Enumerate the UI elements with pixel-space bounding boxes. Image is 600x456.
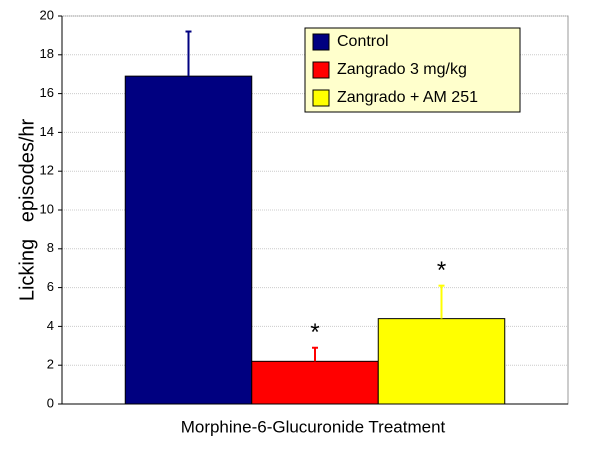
y-tick-label: 16 xyxy=(40,85,54,100)
legend-swatch xyxy=(312,33,330,51)
y-tick-label: 10 xyxy=(40,201,54,216)
legend-box xyxy=(304,27,521,113)
x-axis-label: Morphine-6-Glucuronide Treatment xyxy=(181,417,446,436)
y-tick-label: 14 xyxy=(40,124,54,139)
bar xyxy=(124,75,253,405)
bar xyxy=(251,360,379,405)
y-axis-label: Licking episodes/hr xyxy=(16,119,38,302)
y-tick-label: 20 xyxy=(40,7,54,22)
legend-label: Zangrado 3 mg/kg xyxy=(337,61,467,78)
y-tick-label: 0 xyxy=(47,395,54,410)
bar xyxy=(377,318,506,405)
legend-label: Control xyxy=(337,33,389,50)
legend-label: Zangrado + AM 251 xyxy=(337,89,478,106)
annotation: * xyxy=(437,257,446,284)
legend-swatch xyxy=(312,89,330,107)
y-tick-label: 18 xyxy=(40,46,54,61)
y-tick-label: 12 xyxy=(40,163,54,178)
y-tick-label: 8 xyxy=(47,240,54,255)
annotation: * xyxy=(310,319,319,346)
y-tick-label: 2 xyxy=(47,357,54,372)
y-tick-label: 4 xyxy=(47,318,54,333)
y-tick-label: 6 xyxy=(47,279,54,294)
legend-swatch xyxy=(312,61,330,79)
